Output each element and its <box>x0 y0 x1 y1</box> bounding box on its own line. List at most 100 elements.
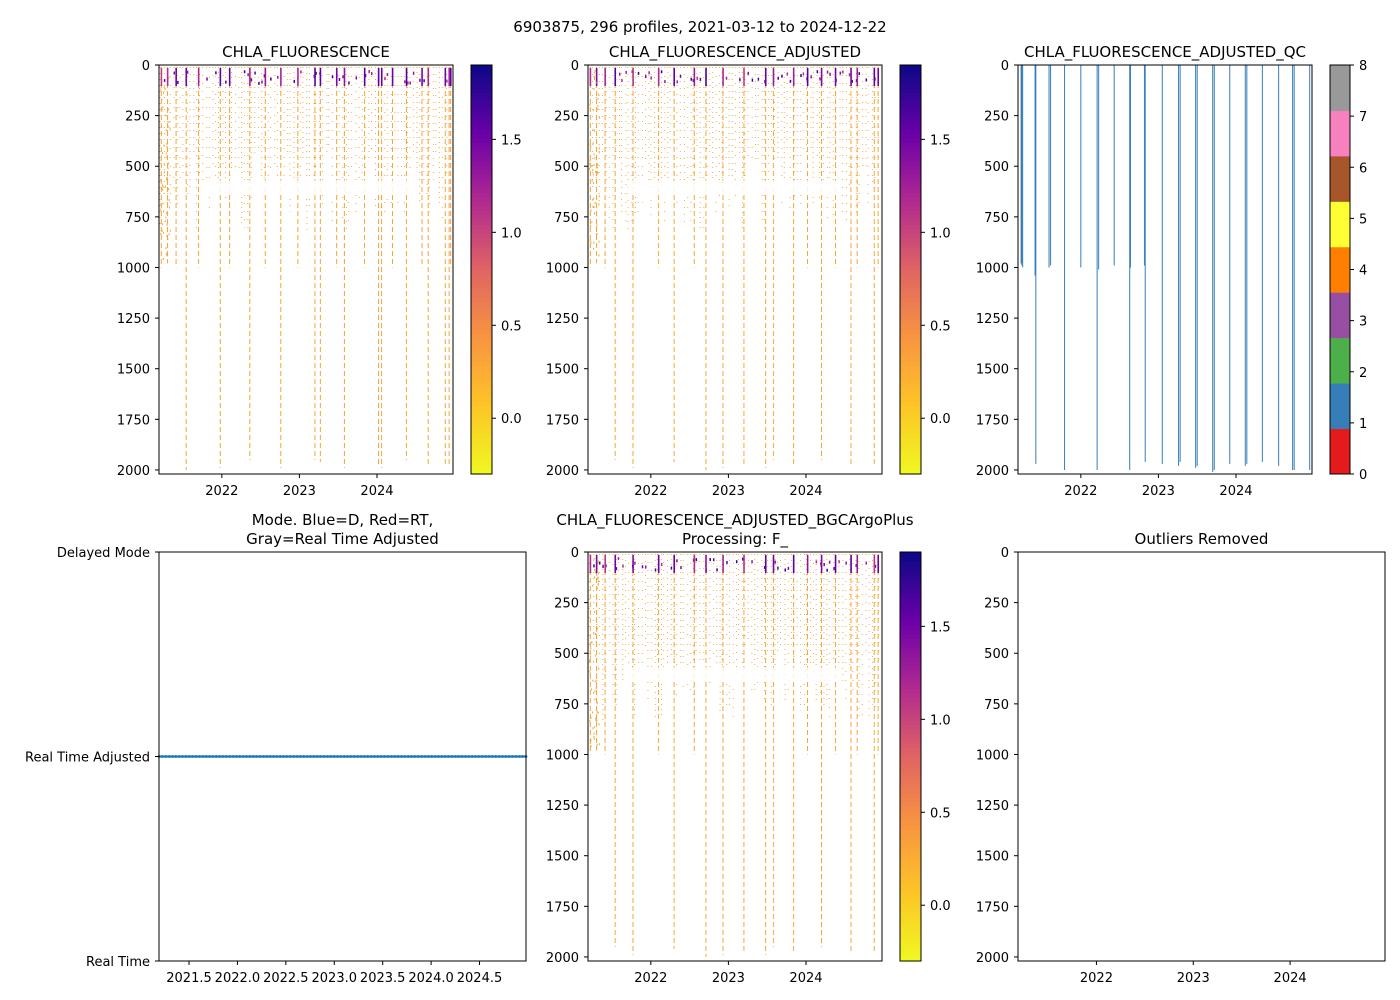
heatmap-cell <box>169 127 171 130</box>
y-tick-label: 250 <box>554 597 579 612</box>
mode-point <box>342 755 346 758</box>
heatmap-cell <box>165 252 167 255</box>
heatmap-cell <box>162 185 164 188</box>
x-tick-label: 2023 <box>1177 971 1210 986</box>
y-tick-label: 750 <box>554 211 579 226</box>
colorbar-segment <box>900 342 921 348</box>
colorbar-tick-label: 5 <box>1359 212 1367 227</box>
colorbar-segment <box>900 69 921 75</box>
colorbar-segment <box>471 164 492 171</box>
mode-point <box>224 755 228 758</box>
heatmap-cell <box>449 68 452 86</box>
mode-point <box>420 755 424 758</box>
heatmap-cell <box>621 79 623 83</box>
colorbar-segment <box>471 469 492 475</box>
mode-point <box>339 755 343 758</box>
heatmap-cell <box>161 98 163 101</box>
heatmap-cell <box>596 710 598 713</box>
mode-point <box>467 755 471 758</box>
mode-point <box>511 755 514 758</box>
heatmap-gap <box>628 180 842 195</box>
colorbar-segment <box>471 119 492 125</box>
colorbar-segment <box>471 419 492 425</box>
colorbar-segment <box>900 251 921 257</box>
colorbar-segment <box>471 442 492 448</box>
heatmap-cell <box>657 68 660 86</box>
colorbar-segment <box>900 829 921 835</box>
colorbar-segment <box>1330 65 1350 111</box>
mode-point <box>181 755 184 758</box>
colorbar-tick-label: 7 <box>1359 110 1367 125</box>
heatmap-cell <box>787 566 790 570</box>
heatmap-cell <box>826 568 828 572</box>
colorbar-segment <box>900 933 921 939</box>
colorbar-segment <box>471 360 492 366</box>
heatmap-cell <box>673 555 676 573</box>
heatmap-cell <box>264 68 267 86</box>
colorbar-segment <box>471 137 492 143</box>
colorbar-segment <box>471 233 492 239</box>
heatmap-cell <box>377 68 380 86</box>
heatmap-cell <box>166 142 168 145</box>
colorbar-segment <box>900 679 921 685</box>
colorbar-segment <box>900 870 921 876</box>
heatmap-cell <box>845 561 847 565</box>
colorbar-segment <box>471 74 492 80</box>
colorbar-segment <box>900 433 921 439</box>
heatmap-cell <box>589 168 591 171</box>
y-tick-label: 1500 <box>546 850 579 865</box>
colorbar-segment <box>900 428 921 434</box>
heatmap-cells <box>588 554 880 957</box>
heatmap-cell <box>657 555 660 573</box>
colorbar-segment <box>900 742 921 749</box>
colorbar-segment <box>1330 201 1350 248</box>
colorbar-segment <box>471 219 492 225</box>
colorbar-tick-label: 0.0 <box>930 412 951 427</box>
colorbar-segment <box>471 65 492 71</box>
colorbar-segment <box>900 160 921 166</box>
mode-point <box>272 755 275 758</box>
colorbar-segment <box>900 233 921 239</box>
mode-point <box>484 755 487 758</box>
heatmap-cell <box>206 77 208 81</box>
colorbar-segment <box>900 656 921 662</box>
heatmap-cell <box>597 93 599 96</box>
colorbar-segment <box>1330 246 1350 293</box>
colorbar-segment <box>471 83 492 89</box>
colorbar-segment <box>900 629 921 635</box>
heatmap-cell <box>590 655 592 658</box>
heatmap-cell <box>593 241 595 244</box>
colorbar-tick-label: 1 <box>1359 417 1367 432</box>
heatmap-cell <box>168 121 170 124</box>
colorbar-segment <box>900 464 921 471</box>
colorbar-segment <box>900 824 921 830</box>
colorbar-segment <box>900 711 921 717</box>
heatmap-cell <box>743 555 745 573</box>
heatmap-cell <box>592 205 594 208</box>
mode-point <box>282 755 285 758</box>
heatmap-cell <box>856 68 859 86</box>
heatmap-cell <box>597 108 599 111</box>
mode-point <box>187 755 191 758</box>
colorbar-segment <box>900 620 921 626</box>
colorbar-segment <box>900 183 921 189</box>
heatmap-cell <box>250 78 253 82</box>
heatmap-cell <box>370 72 373 76</box>
mode-point <box>305 755 309 758</box>
heatmap-cell <box>215 71 217 75</box>
x-tick-label: 2024 <box>1274 971 1307 986</box>
y-tick-label: 2000 <box>546 951 579 966</box>
colorbar-segment <box>900 287 921 293</box>
heatmap-cell <box>164 87 166 90</box>
y-tick-label: 750 <box>984 698 1009 713</box>
axes-frame <box>587 551 883 962</box>
colorbar-segment <box>471 460 492 466</box>
heatmap-cell <box>160 203 162 206</box>
mode-point <box>315 755 319 758</box>
colorbar-segment <box>471 260 492 266</box>
heatmap-cell <box>802 72 805 76</box>
colorbar-segment <box>900 856 921 862</box>
heatmap-cell <box>637 71 640 75</box>
y-tick-label: 500 <box>554 160 579 175</box>
